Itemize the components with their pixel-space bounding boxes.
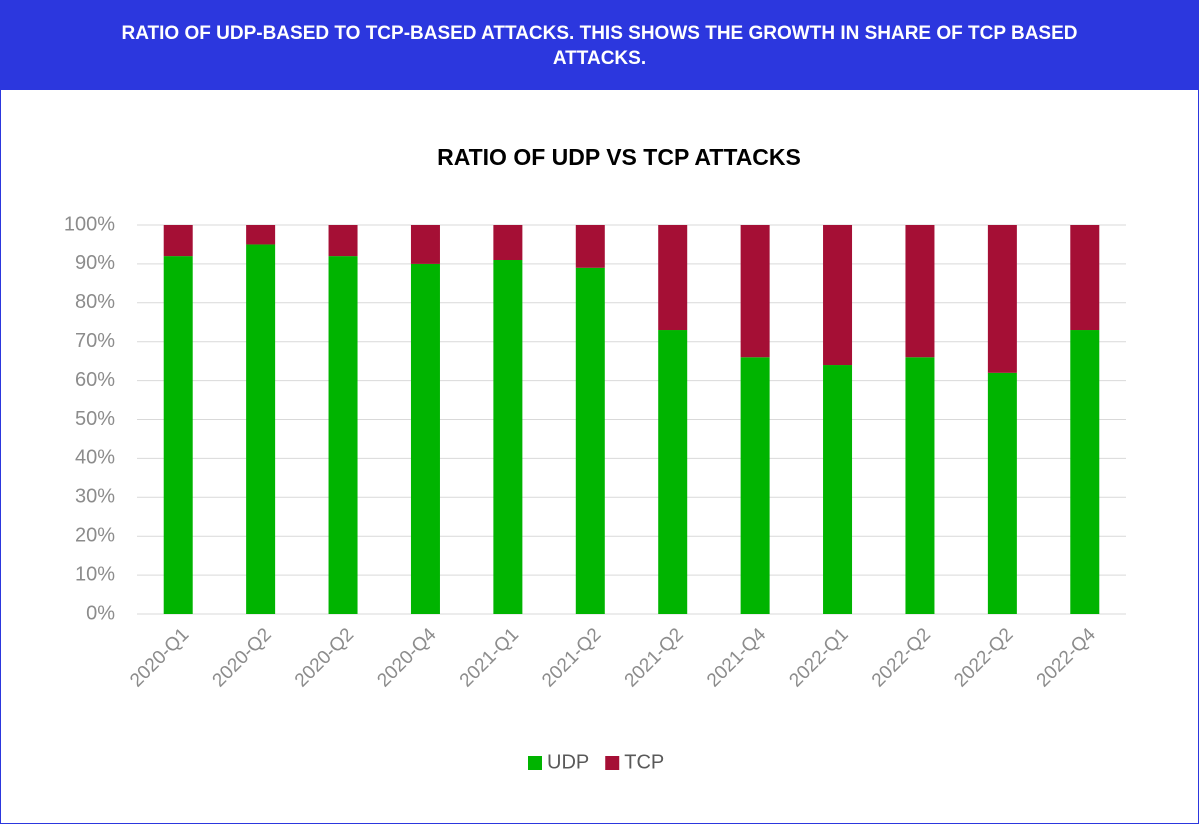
bar-segment [1070,330,1100,614]
chart-title: RATIO OF UDP VS TCP ATTACKS [437,144,801,170]
x-tick-label: 2021-Q2 [621,624,688,691]
y-tick-label: 90% [75,252,115,274]
bar-segment [328,256,358,614]
bar-segment [575,267,605,614]
y-tick-label: 30% [75,486,115,508]
y-tick-label: 60% [75,369,115,391]
legend-label: TCP [624,751,664,773]
bar-segment [410,225,440,264]
x-tick-label: 2020-Q2 [209,624,276,691]
x-tick-label: 2022-Q4 [1033,624,1100,691]
x-tick-label: 2022-Q2 [868,624,935,691]
x-tick-label: 2022-Q1 [785,624,852,691]
bar-segment [246,225,276,245]
bar-segment [823,225,853,366]
bar-segment [493,260,523,614]
bar-segment [163,256,193,614]
x-tick-label: 2021-Q2 [538,624,605,691]
bar-segment [410,263,440,614]
x-tick-label: 2021-Q4 [703,624,770,691]
bar-segment [658,225,688,331]
bar-segment [163,225,193,257]
y-tick-label: 0% [86,602,115,624]
legend-label: UDP [547,751,589,773]
x-tick-label: 2020-Q4 [373,624,440,691]
bar-segment [905,357,935,614]
bar-segment [823,365,853,614]
bar-segment [987,225,1017,373]
y-tick-label: 70% [75,330,115,352]
bar-segment [493,225,523,261]
y-tick-label: 80% [75,291,115,313]
header: RATIO OF UDP-BASED TO TCP-BASED ATTACKS.… [1,1,1198,90]
bar-segment [575,225,605,268]
x-tick-label: 2020-Q1 [126,624,193,691]
chart: RATIO OF UDP VS TCP ATTACKS 0% 10% 20% 30% 4… [64,144,1126,773]
header-title: RATIO OF UDP-BASED TO TCP-BASED ATTACKS.… [121,22,1078,69]
x-tick-label: 2022-Q2 [950,624,1017,691]
bar-segment [328,225,358,257]
bar-segment [740,357,770,614]
bar-segment [658,330,688,614]
bar-segment [987,372,1017,614]
bar-segment [905,225,935,358]
y-tick-label: 20% [75,524,115,546]
bar-segment [740,225,770,358]
y-tick-label: 10% [75,563,115,585]
legend-swatch [528,756,542,770]
y-tick-label: 50% [75,408,115,430]
legend-swatch [605,756,620,770]
bar-segment [1070,225,1100,331]
x-tick-label: 2020-Q2 [291,624,358,691]
y-tick-label: 100% [64,213,115,235]
y-tick-label: 40% [75,447,115,469]
x-tick-label: 2021-Q1 [456,624,523,691]
bar-segment [246,244,276,614]
